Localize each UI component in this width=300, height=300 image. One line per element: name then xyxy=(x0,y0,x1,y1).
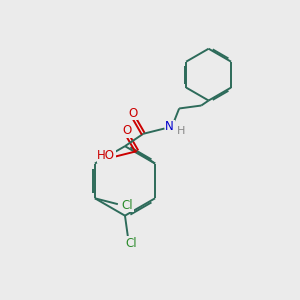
Text: Cl: Cl xyxy=(125,237,137,250)
Text: H: H xyxy=(176,126,185,136)
Text: O: O xyxy=(123,124,132,137)
Text: O: O xyxy=(129,107,138,120)
Text: Cl: Cl xyxy=(122,199,133,212)
Text: HO: HO xyxy=(97,149,115,162)
Text: N: N xyxy=(165,120,174,133)
